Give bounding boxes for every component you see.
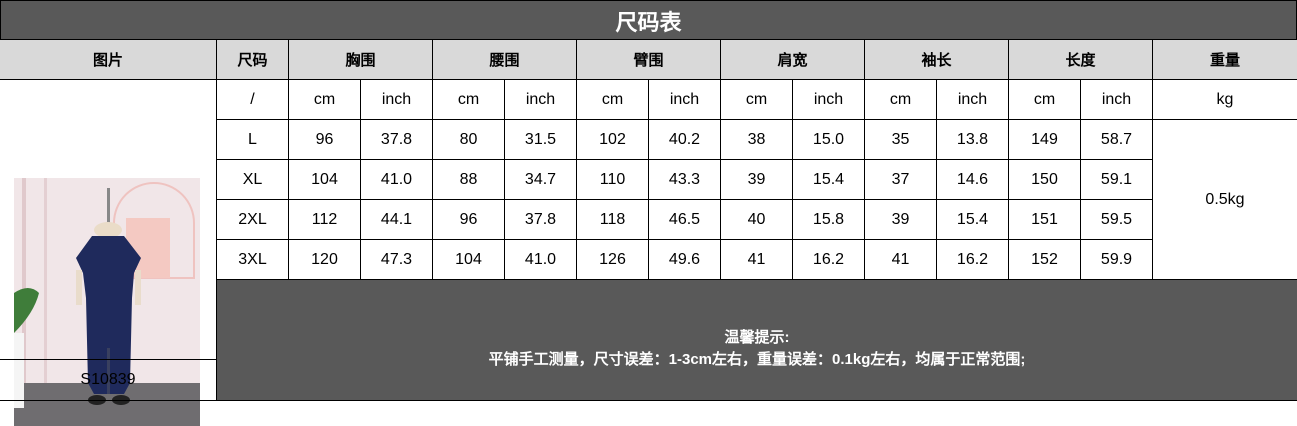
- header-image: 图片: [0, 39, 217, 80]
- value-cell: 39: [864, 199, 937, 240]
- product-image-cell: [0, 79, 217, 426]
- header-measure: 袖长: [864, 39, 1009, 80]
- value-cell: 104: [432, 239, 505, 280]
- unit-cell: cm: [432, 79, 505, 120]
- value-cell: 150: [1008, 159, 1081, 200]
- header-size: 尺码: [216, 39, 289, 80]
- value-cell: 37.8: [360, 119, 433, 160]
- header-measure: 臂围: [576, 39, 721, 80]
- value-cell: 49.6: [648, 239, 721, 280]
- value-cell: 39: [720, 159, 793, 200]
- value-cell: 43.3: [648, 159, 721, 200]
- unit-cell: inch: [936, 79, 1009, 120]
- value-cell: 152: [1008, 239, 1081, 280]
- note-panel: 温馨提示: 平铺手工测量，尺寸误差：1-3cm左右，重量误差：0.1kg左右，均属…: [216, 279, 1297, 401]
- value-cell: 58.7: [1080, 119, 1153, 160]
- unit-cell: cm: [864, 79, 937, 120]
- header-weight: 重量: [1152, 39, 1297, 80]
- value-cell: 16.2: [936, 239, 1009, 280]
- size-cell: /: [216, 79, 289, 120]
- value-cell: 44.1: [360, 199, 433, 240]
- value-cell: 41: [864, 239, 937, 280]
- weight-unit-cell: kg: [1152, 79, 1297, 120]
- header-measure: 腰围: [432, 39, 577, 80]
- value-cell: 40: [720, 199, 793, 240]
- value-cell: 110: [576, 159, 649, 200]
- value-cell: 37.8: [504, 199, 577, 240]
- unit-cell: cm: [720, 79, 793, 120]
- value-cell: 16.2: [792, 239, 865, 280]
- value-cell: 59.9: [1080, 239, 1153, 280]
- value-cell: 41: [720, 239, 793, 280]
- value-cell: 96: [432, 199, 505, 240]
- value-cell: 149: [1008, 119, 1081, 160]
- value-cell: 112: [288, 199, 361, 240]
- unit-cell: inch: [792, 79, 865, 120]
- product-code: S10839: [0, 359, 217, 401]
- note-heading: 温馨提示:: [724, 329, 790, 346]
- unit-cell: inch: [504, 79, 577, 120]
- product-photo: [14, 178, 200, 426]
- unit-cell: inch: [648, 79, 721, 120]
- unit-cell: cm: [288, 79, 361, 120]
- note-text: 平铺手工测量，尺寸误差：1-3cm左右，重量误差：0.1kg左右，均属于正常范围…: [488, 351, 1026, 368]
- value-cell: 96: [288, 119, 361, 160]
- value-cell: 47.3: [360, 239, 433, 280]
- value-cell: 35: [864, 119, 937, 160]
- value-cell: 13.8: [936, 119, 1009, 160]
- unit-cell: cm: [1008, 79, 1081, 120]
- value-cell: 15.4: [936, 199, 1009, 240]
- value-cell: 41.0: [360, 159, 433, 200]
- value-cell: 34.7: [504, 159, 577, 200]
- value-cell: 46.5: [648, 199, 721, 240]
- value-cell: 40.2: [648, 119, 721, 160]
- header-measure: 胸围: [288, 39, 433, 80]
- value-cell: 151: [1008, 199, 1081, 240]
- value-cell: 15.8: [792, 199, 865, 240]
- value-cell: 59.5: [1080, 199, 1153, 240]
- value-cell: 104: [288, 159, 361, 200]
- header-measure: 长度: [1008, 39, 1153, 80]
- unit-cell: inch: [360, 79, 433, 120]
- value-cell: 31.5: [504, 119, 577, 160]
- value-cell: 15.4: [792, 159, 865, 200]
- value-cell: 38: [720, 119, 793, 160]
- weight-value: 0.5kg: [1152, 119, 1297, 280]
- value-cell: 102: [576, 119, 649, 160]
- unit-cell: cm: [576, 79, 649, 120]
- value-cell: 120: [288, 239, 361, 280]
- unit-cell: inch: [1080, 79, 1153, 120]
- header-measure: 肩宽: [720, 39, 865, 80]
- value-cell: 15.0: [792, 119, 865, 160]
- value-cell: 88: [432, 159, 505, 200]
- size-cell: 2XL: [216, 199, 289, 240]
- value-cell: 118: [576, 199, 649, 240]
- value-cell: 80: [432, 119, 505, 160]
- size-cell: 3XL: [216, 239, 289, 280]
- value-cell: 37: [864, 159, 937, 200]
- size-chart-title: 尺码表: [0, 0, 1297, 41]
- size-cell: XL: [216, 159, 289, 200]
- size-cell: L: [216, 119, 289, 160]
- value-cell: 126: [576, 239, 649, 280]
- value-cell: 41.0: [504, 239, 577, 280]
- value-cell: 59.1: [1080, 159, 1153, 200]
- value-cell: 14.6: [936, 159, 1009, 200]
